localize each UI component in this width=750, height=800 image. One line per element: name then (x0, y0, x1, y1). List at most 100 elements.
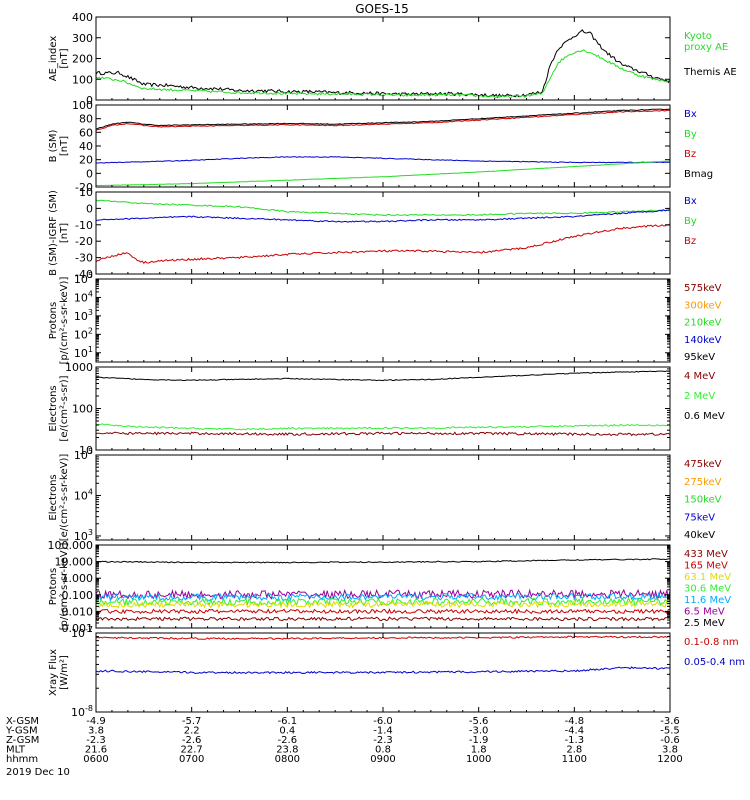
y-tick-exponent: -7 (85, 625, 93, 634)
y-axis-label-line: Xray Flux (48, 649, 59, 696)
y-tick-label: 10 (79, 186, 93, 199)
legend-0-05-0-4-nm: 0.05-0.4 nm (684, 657, 745, 668)
y-axis-label-unit: [p/(cm²-s-sr-keV)] (59, 277, 70, 365)
ephemeris-value: 23.8 (276, 745, 298, 756)
y-axis-label-unit: [e/(cm²-s-sr)] (59, 375, 70, 441)
legend-bx: Bx (684, 196, 697, 207)
legend-2-5-mev: 2.5 MeV (684, 618, 725, 629)
y-tick-label: 300 (72, 32, 93, 45)
ephemeris-value: 1.8 (471, 745, 487, 756)
legend-line: 210keV (684, 318, 722, 329)
ephemeris-value: -5.5 (660, 726, 680, 737)
legend-line: By (684, 129, 697, 140)
series-line-0-6-mev (96, 370, 670, 382)
y-axis-label-unit: [W/m²] (59, 655, 70, 690)
series-group (96, 108, 670, 187)
legend-kyoto-proxy-ae: Kyoto proxy AE (684, 31, 728, 53)
y-tick-label: 100 (72, 99, 93, 112)
y-tick-label: 102 (74, 326, 93, 341)
legend-line: 4 MeV (684, 371, 715, 382)
legend-4-mev: 4 MeV (684, 371, 715, 382)
legend-30-6-mev: 30.6 MeV (684, 584, 731, 595)
legend-433-mev: 433 MeV (684, 549, 728, 560)
series-line-63-1-mev (96, 599, 670, 610)
series-group (96, 29, 670, 99)
ephemeris-value: 1000 (466, 754, 491, 765)
legend-line: Bx (684, 196, 697, 207)
y-axis-label: B (SM)-IGRF (SM)[nT] (48, 190, 70, 276)
legend-0-1-0-8-nm: 0.1-0.8 nm (684, 637, 739, 648)
y-tick-label: 1.000 (62, 572, 94, 585)
ephemeris-value: -4.4 (565, 726, 585, 737)
y-axis-label-line: Protons (48, 568, 59, 605)
ephemeris-value: -6.0 (373, 716, 393, 727)
ephemeris-value: 3.8 (662, 745, 678, 756)
legend-line: 2.5 MeV (684, 618, 725, 629)
y-tick-label: 1000 (65, 361, 93, 374)
y-axis-label: Protons[p/(cm²-s-sr-keV)] (48, 277, 70, 365)
legend-line: 75keV (684, 512, 715, 523)
ephemeris-value: 1100 (562, 754, 587, 765)
ephemeris-value: -4.9 (86, 716, 106, 727)
legend-line: Bz (684, 149, 696, 160)
y-axis-label-unit: [nT] (59, 223, 70, 243)
series-line-by (96, 160, 670, 187)
legend-line: 40keV (684, 530, 715, 541)
y-tick-label: 0 (86, 94, 93, 107)
legend-line: 63.1 MeV (684, 572, 731, 583)
y-tick-exponent: 4 (88, 487, 93, 496)
y-axis-label: B (SM)[nT] (48, 129, 70, 162)
series-line-bx (96, 156, 670, 164)
legend-line: 165 MeV (684, 561, 728, 572)
ephemeris-value: -0.6 (660, 735, 680, 746)
series-line-2-5-mev (96, 558, 670, 564)
legend-40kev: 40keV (684, 530, 715, 541)
panel-4: 101 102 103 104 105 Protons[p/(cm²-s-sr-keV)]… (48, 271, 722, 364)
legend-line: 30.6 MeV (684, 584, 731, 595)
ephemeris-value: -1.9 (469, 735, 489, 746)
y-tick-label: 10-7 (71, 625, 93, 640)
y-tick-label: 80 (79, 113, 93, 126)
series-group (96, 370, 670, 437)
series-group (96, 558, 670, 622)
y-tick-label: 104 (74, 289, 93, 304)
ephemeris-value: -2.6 (182, 735, 202, 746)
y-tick-exponent: 2 (88, 326, 93, 335)
y-tick-label: 200 (72, 53, 93, 66)
series-line-bz (96, 223, 670, 264)
legend-line: 275keV (684, 477, 722, 488)
y-tick-label: 20 (79, 154, 93, 167)
legend-11-6-mev: 11.6 MeV (684, 595, 731, 606)
ephemeris-value: -2.3 (373, 735, 393, 746)
y-tick-label: 100 (72, 403, 93, 416)
y-tick-label: -40 (75, 268, 93, 281)
x-axis-ephemeris: X-GSM -4.9 -5.7 -6.1 -6.0 -5.6 -4.8 -3.6 Y-GSM 3.… (5, 716, 683, 765)
ephemeris-value: 0900 (370, 754, 395, 765)
y-axis-label-unit: [nT] (59, 48, 70, 68)
y-tick-label: 100.000 (48, 539, 94, 552)
series-line-themis-ae (96, 29, 670, 99)
series-line-165-mev (96, 608, 670, 615)
ephemeris-value: -3.0 (469, 726, 489, 737)
y-axis-label-line: B (SM)-IGRF (SM) (48, 190, 59, 276)
legend-line: Bz (684, 236, 696, 247)
ephemeris-value: -1.4 (373, 726, 393, 737)
y-tick-label: 0.001 (62, 622, 94, 635)
y-axis-label: Protons[p/(cm²-s-sr-keV)] (48, 543, 70, 631)
legend-line: 95keV (684, 352, 715, 363)
legend-line: 150keV (684, 495, 722, 506)
y-tick-label: 0 (86, 202, 93, 215)
y-tick-exponent: -8 (85, 704, 93, 713)
ephemeris-label-x-gsm: X-GSM (6, 716, 39, 727)
y-tick-exponent: 3 (88, 308, 93, 317)
y-tick-exponent: 3 (88, 528, 93, 537)
y-axis-label: Electrons[e/(cm²-s-sr)] (48, 375, 70, 441)
legend-line: proxy AE (684, 42, 728, 53)
ephemeris-value: 0700 (179, 754, 204, 765)
